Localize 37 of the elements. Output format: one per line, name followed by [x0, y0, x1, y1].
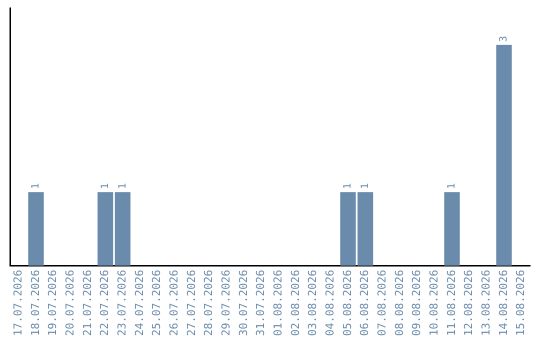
x-tick-label: 12.08.2026	[462, 270, 476, 336]
x-tick-label: 26.07.2026	[168, 270, 181, 336]
x-tick-label: 09.08.2026	[410, 270, 424, 336]
x-tick-label: 18.07.2026	[28, 270, 42, 336]
x-tick-label: 21.07.2026	[80, 270, 94, 336]
data-label: 3	[498, 36, 510, 42]
x-tick-label: 04.08.2026	[324, 270, 337, 336]
x-tick-label: 02.08.2026	[288, 270, 302, 336]
x-tick-label: 27.07.2026	[184, 270, 198, 336]
data-label: 1	[117, 183, 128, 190]
x-tick-label: 20.07.2026	[64, 270, 77, 336]
x-tick-label: 06.08.2026	[358, 270, 372, 336]
x-tick-label: 19.07.2026	[46, 270, 60, 336]
x-tick-label: 01.08.2026	[272, 270, 285, 336]
x-tick-label: 10.08.2026	[428, 270, 441, 336]
x-tick-label: 11.08.2026	[444, 270, 458, 336]
x-tick-label: 28.07.2026	[202, 270, 216, 336]
x-tick-label: 08.08.2026	[392, 270, 406, 336]
x-tick-label: 22.07.2026	[98, 270, 112, 336]
x-tick-label: 24.07.2026	[132, 270, 146, 336]
data-label: 1	[100, 183, 111, 190]
x-tick-label: 07.08.2026	[376, 270, 389, 336]
x-tick-label: 25.07.2026	[150, 270, 164, 336]
x-tick-label: 31.07.2026	[254, 270, 268, 336]
data-label: 1	[446, 183, 458, 190]
x-tick-label: 29.07.2026	[220, 270, 233, 336]
x-tick-label: 03.08.2026	[306, 270, 320, 336]
data-label: 1	[360, 183, 371, 190]
x-tick-label: 23.07.2026	[116, 270, 129, 336]
x-tick-label: 14.08.2026	[496, 270, 510, 336]
data-label: 1	[342, 183, 354, 190]
x-tick-label: 17.07.2026	[12, 270, 25, 336]
data-label: 1	[30, 183, 42, 190]
x-tick-label: 05.08.2026	[340, 270, 354, 336]
x-tick-label: 15.08.2026	[514, 270, 528, 336]
x-tick-label: 30.07.2026	[236, 270, 250, 336]
x-tick-label: 13.08.2026	[480, 270, 493, 336]
